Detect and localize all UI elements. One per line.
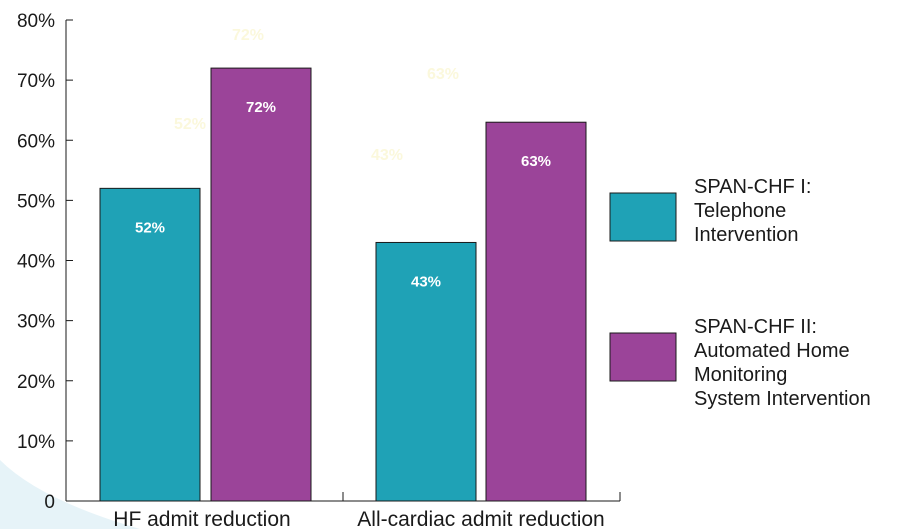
data-label: 72% xyxy=(246,99,276,116)
bars-group: 52% 43% 72% 63% xyxy=(99,67,587,502)
watermark-labels: 72% 63% 52% 43% xyxy=(174,27,459,164)
y-tick-label: 60% xyxy=(17,131,55,152)
y-tick-label: 20% xyxy=(17,372,55,393)
data-label: 63% xyxy=(521,153,551,170)
legend-swatch xyxy=(609,332,677,382)
bar xyxy=(485,121,587,502)
y-tick-label: 70% xyxy=(17,71,55,92)
legend-label: SPAN-CHF II: xyxy=(694,316,817,338)
watermark-label: 52% xyxy=(174,116,206,133)
bar xyxy=(210,67,312,502)
data-label: 43% xyxy=(411,273,441,290)
x-tick-label: All-cardiac admit reduction xyxy=(357,508,604,529)
y-tick-label: 30% xyxy=(17,312,55,333)
legend-label: System Intervention xyxy=(694,388,871,410)
legend-label: Monitoring xyxy=(694,364,787,386)
y-tick-label: 10% xyxy=(17,432,55,453)
legend-label: Automated Home xyxy=(694,340,850,362)
y-tick-label: 50% xyxy=(17,191,55,212)
legend-label: Telephone xyxy=(694,200,786,222)
watermark-label: 72% xyxy=(232,27,264,44)
y-tick-label: 40% xyxy=(17,252,55,273)
background-decoration xyxy=(0,460,140,529)
legend-label: SPAN-CHF I: xyxy=(694,176,811,198)
y-tick-label: 80% xyxy=(17,11,55,32)
corner-swoosh xyxy=(0,460,140,529)
axes-group: 0 10% 20% 30% 40% 50% 60% 70% 80% HF admit reduct… xyxy=(17,11,621,529)
legend-swatch xyxy=(609,192,677,242)
watermark-label: 63% xyxy=(427,66,459,83)
bar xyxy=(375,241,477,502)
y-tick-label: 0 xyxy=(44,492,55,513)
x-tick-label: HF admit reduction xyxy=(113,508,290,529)
watermark-label: 43% xyxy=(371,147,403,164)
legend-label: Intervention xyxy=(694,224,799,246)
data-label: 52% xyxy=(135,219,165,236)
